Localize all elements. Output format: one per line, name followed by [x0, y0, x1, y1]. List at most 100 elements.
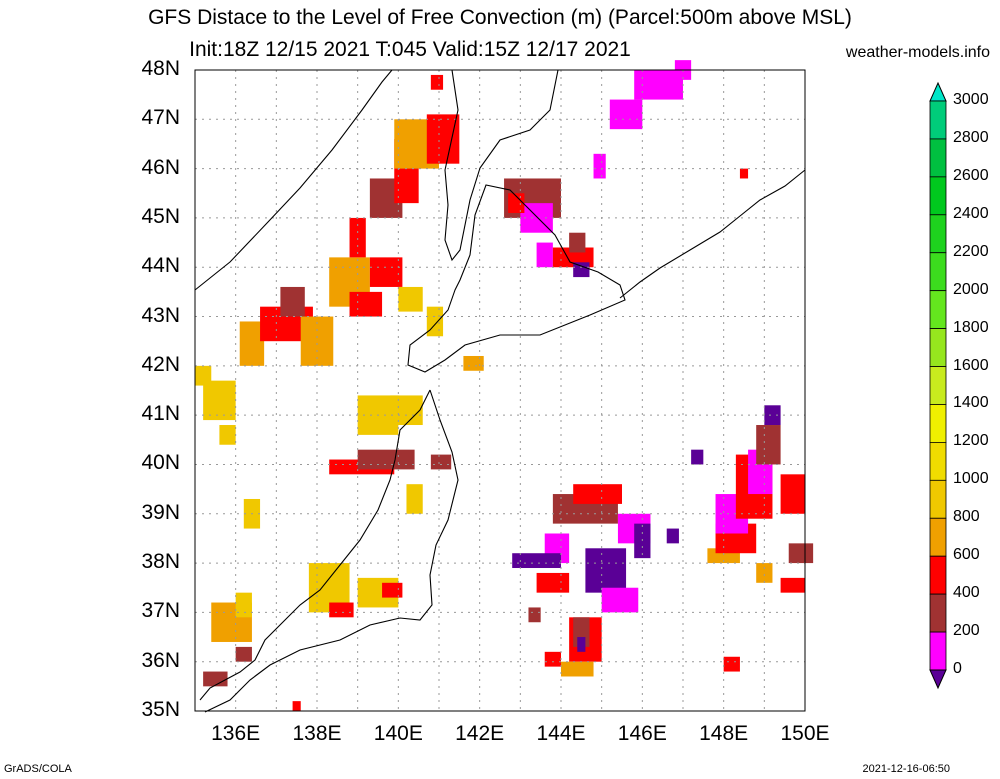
field-cell [280, 286, 305, 317]
field-cell [292, 701, 301, 711]
lat-label: 38N [141, 550, 180, 574]
lat-label: 44N [141, 254, 180, 278]
lat-label: 48N [141, 57, 180, 80]
colorbar-swatch [929, 328, 947, 367]
colorbar-label: 2600 [953, 166, 989, 184]
field-cell [723, 656, 740, 672]
field-cell [573, 484, 622, 504]
lat-label: 35N [141, 698, 180, 721]
colorbar-swatch [929, 252, 947, 292]
field-cell [585, 548, 627, 593]
field-cell [569, 232, 586, 253]
field-cell [577, 637, 586, 652]
colorbar-top-arrow [929, 81, 947, 102]
colorbar-label: 1400 [953, 394, 989, 412]
field-cell [349, 291, 383, 317]
lat-label: 46N [141, 155, 180, 179]
colorbar-swatch [929, 176, 947, 216]
colorbar-label: 2400 [953, 204, 989, 222]
lon-label: 136E [211, 722, 261, 745]
field-cell [780, 577, 805, 593]
field-cell [756, 563, 773, 583]
field-cell [561, 661, 594, 677]
field-cell [536, 242, 553, 268]
field-cell [426, 114, 460, 164]
field-cell [329, 602, 354, 618]
lon-label: 150E [780, 722, 830, 745]
site-credit[interactable]: weather-models.info [845, 44, 990, 61]
field-cell [573, 262, 590, 278]
coastlines [194, 69, 806, 713]
colorbar-swatch [929, 366, 947, 405]
colorbar-swatch [929, 479, 947, 519]
field-cell [739, 168, 749, 179]
field-cell [195, 365, 212, 386]
lon-label: 138E [292, 722, 342, 745]
colorbar-swatch [929, 517, 947, 557]
colorbar-label: 400 [953, 584, 980, 602]
field-cell [349, 217, 366, 258]
colorbar-swatch [929, 555, 947, 595]
map-subtitle: Init:18Z 12/15 2021 T:045 Valid:15Z 12/1… [189, 38, 631, 61]
lat-label: 36N [141, 648, 180, 672]
field-cell [235, 646, 252, 662]
colorbar-swatch [929, 404, 947, 443]
colorbar [929, 81, 947, 690]
colorbar-swatch [929, 138, 947, 178]
lat-label: 40N [141, 451, 180, 475]
colorbar-label: 3000 [953, 91, 989, 108]
colorbar-swatch [929, 214, 947, 254]
field-cell [593, 153, 606, 179]
field-cell [508, 193, 525, 213]
colorbar-swatch [929, 593, 947, 633]
field-cell [780, 474, 805, 514]
colorbar-label: 2000 [953, 280, 989, 298]
field-cell [357, 449, 415, 470]
field-cell [406, 484, 423, 514]
lat-label: 41N [141, 402, 180, 426]
lon-label: 148E [699, 722, 749, 745]
colorbar-label: 1000 [953, 470, 989, 488]
colorbar-label: 1600 [953, 356, 989, 374]
colorbar-swatch [929, 631, 947, 671]
coastline-kurils [619, 169, 806, 299]
field-cell [203, 380, 236, 421]
footer-timestamp: 2021-12-16-06:50 [862, 763, 950, 775]
colorbar-swatch [929, 441, 947, 481]
field-cell [398, 286, 423, 312]
field-cell [390, 395, 423, 426]
colorbar-label: 1800 [953, 318, 989, 336]
colorbar-label: 2200 [953, 242, 989, 260]
field-cell [764, 405, 781, 426]
map-title: GFS Distace to the Level of Free Convect… [148, 6, 852, 29]
lat-label: 37N [141, 599, 180, 623]
field-cell [463, 355, 484, 371]
coastline-sakhalin [444, 69, 559, 262]
lat-label: 47N [141, 106, 180, 130]
plot-frame [194, 69, 806, 712]
colorbar-label: 1200 [953, 432, 989, 450]
colorbar-swatch [929, 290, 947, 329]
field-cell [512, 553, 561, 569]
lat-lon-grid [195, 70, 805, 711]
field-cell [601, 587, 639, 613]
field-cell [235, 592, 252, 618]
colorbar-swatch [929, 100, 947, 140]
field-cell [430, 454, 452, 470]
lat-label: 45N [141, 204, 180, 228]
field-cell [382, 582, 403, 598]
coastline-asia-mainland [194, 69, 393, 291]
field-cell [788, 543, 814, 564]
field-cell [430, 74, 444, 90]
colorbar-label: 800 [953, 508, 980, 526]
colorbar-label: 600 [953, 546, 980, 564]
colorbar-bottom-arrow [929, 669, 947, 690]
field-cell [203, 671, 228, 687]
field-cell [369, 257, 403, 287]
colorbar-label: 2800 [953, 128, 989, 146]
lon-label: 146E [617, 722, 667, 745]
field-cell [239, 321, 265, 366]
field-cell [609, 99, 643, 130]
coastline-hokkaido [407, 184, 626, 373]
